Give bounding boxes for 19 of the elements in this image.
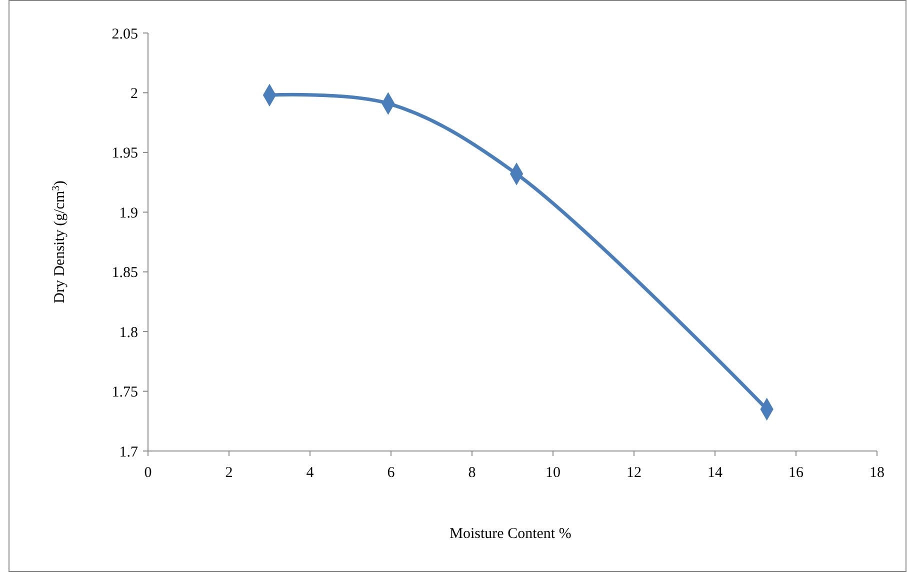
y-tick-label: 1.75 (112, 384, 138, 401)
y-tick-label: 1.85 (112, 265, 138, 282)
x-tick-label: 18 (870, 465, 884, 481)
x-tick-label: 8 (468, 465, 476, 481)
y-tick-label: 1.9 (119, 205, 138, 222)
y-tick-label: 1.7 (119, 444, 138, 460)
x-tick-label: 6 (387, 465, 396, 481)
y-tick-label: 2 (130, 86, 138, 102)
x-tick-label: 10 (546, 465, 560, 481)
y-tick-label: 1.95 (112, 146, 138, 162)
x-tick-label: 4 (306, 465, 314, 481)
y-tick-label: 1.8 (119, 324, 138, 341)
x-tick-label: 2 (225, 465, 233, 481)
x-tick-label: 14 (708, 465, 723, 481)
x-tick-label: 12 (626, 465, 642, 481)
x-tick-label: 16 (788, 465, 804, 481)
y-tick-label: 2.05 (112, 26, 138, 42)
x-tick-label: 0 (144, 465, 152, 481)
x-axis-title: Moisture Content % (450, 526, 572, 542)
